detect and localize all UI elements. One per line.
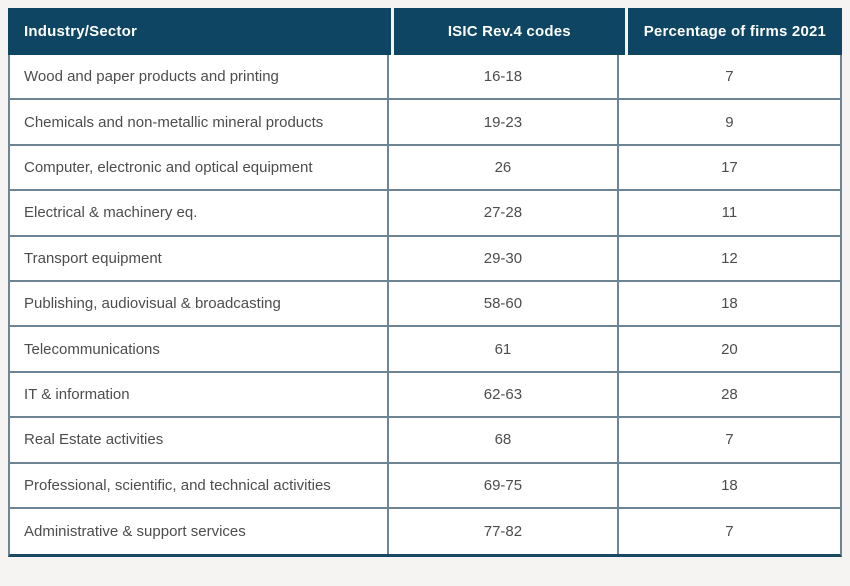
cell-percentage: 17 [721, 158, 738, 176]
cell-sector: Transport equipment [10, 236, 389, 280]
cell-percentage: 9 [725, 113, 734, 131]
table-row: Computer, electronic and optical equipme… [10, 145, 840, 192]
cell-percentage: 11 [721, 204, 738, 222]
cell-isic-codes: 29-30 [389, 236, 619, 280]
cell-isic-codes: 62-63 [389, 372, 619, 417]
table-row: Electrical & machinery eq. 27-28 11 [10, 191, 840, 237]
cell-percentage: 7 [725, 68, 734, 86]
cell-sector: Real Estate activities [10, 418, 389, 462]
column-header-isic-codes: ISIC Rev.4 codes [393, 8, 625, 55]
cell-isic-codes: 16-18 [389, 55, 619, 99]
industry-sector-table: Industry/Sector ISIC Rev.4 codes Percent… [8, 8, 842, 558]
cell-isic-codes: 69-75 [389, 463, 619, 507]
cell-percentage: 20 [721, 340, 738, 358]
cell-sector: Publishing, audiovisual & broadcasting [10, 281, 389, 326]
cell-sector: Professional, scientific, and technical … [10, 463, 389, 507]
table-row: Publishing, audiovisual & broadcasting 5… [10, 281, 840, 328]
column-header-industry-sector: Industry/Sector [8, 8, 391, 55]
cell-isic-codes: 58-60 [389, 281, 619, 326]
table-header-row: Industry/Sector ISIC Rev.4 codes Percent… [8, 8, 842, 55]
cell-isic-codes: 26 [389, 145, 619, 190]
column-header-percentage-firms: Percentage of firms 2021 [627, 8, 842, 55]
cell-isic-codes: 68 [389, 418, 619, 462]
table-row: IT & information 62-63 28 [10, 372, 840, 419]
cell-isic-codes: 77-82 [389, 508, 619, 555]
table-row: Chemicals and non-metallic mineral produ… [10, 100, 840, 146]
cell-percentage: 28 [721, 385, 738, 403]
cell-percentage: 7 [725, 431, 734, 449]
table-body: Wood and paper products and printing 16-… [8, 55, 842, 558]
cell-sector: Computer, electronic and optical equipme… [10, 145, 389, 190]
table-row: Real Estate activities 68 7 [10, 418, 840, 464]
cell-percentage: 18 [721, 476, 738, 494]
cell-sector: IT & information [10, 372, 389, 417]
cell-isic-codes: 19-23 [389, 100, 619, 144]
table-row: Professional, scientific, and technical … [10, 463, 840, 509]
cell-isic-codes: 61 [389, 327, 619, 371]
table-row: Administrative & support services 77-82 … [10, 508, 840, 555]
cell-isic-codes: 27-28 [389, 191, 619, 235]
table-row: Wood and paper products and printing 16-… [10, 55, 840, 101]
cell-sector: Wood and paper products and printing [10, 55, 389, 99]
cell-sector: Chemicals and non-metallic mineral produ… [10, 100, 389, 144]
table-row: Telecommunications 61 20 [10, 327, 840, 373]
table-row: Transport equipment 29-30 12 [10, 236, 840, 282]
cell-sector: Electrical & machinery eq. [10, 191, 389, 235]
cell-sector: Telecommunications [10, 327, 389, 371]
cell-sector: Administrative & support services [10, 508, 389, 555]
cell-percentage: 7 [725, 523, 734, 541]
cell-percentage: 12 [721, 249, 738, 267]
cell-percentage: 18 [721, 295, 738, 313]
